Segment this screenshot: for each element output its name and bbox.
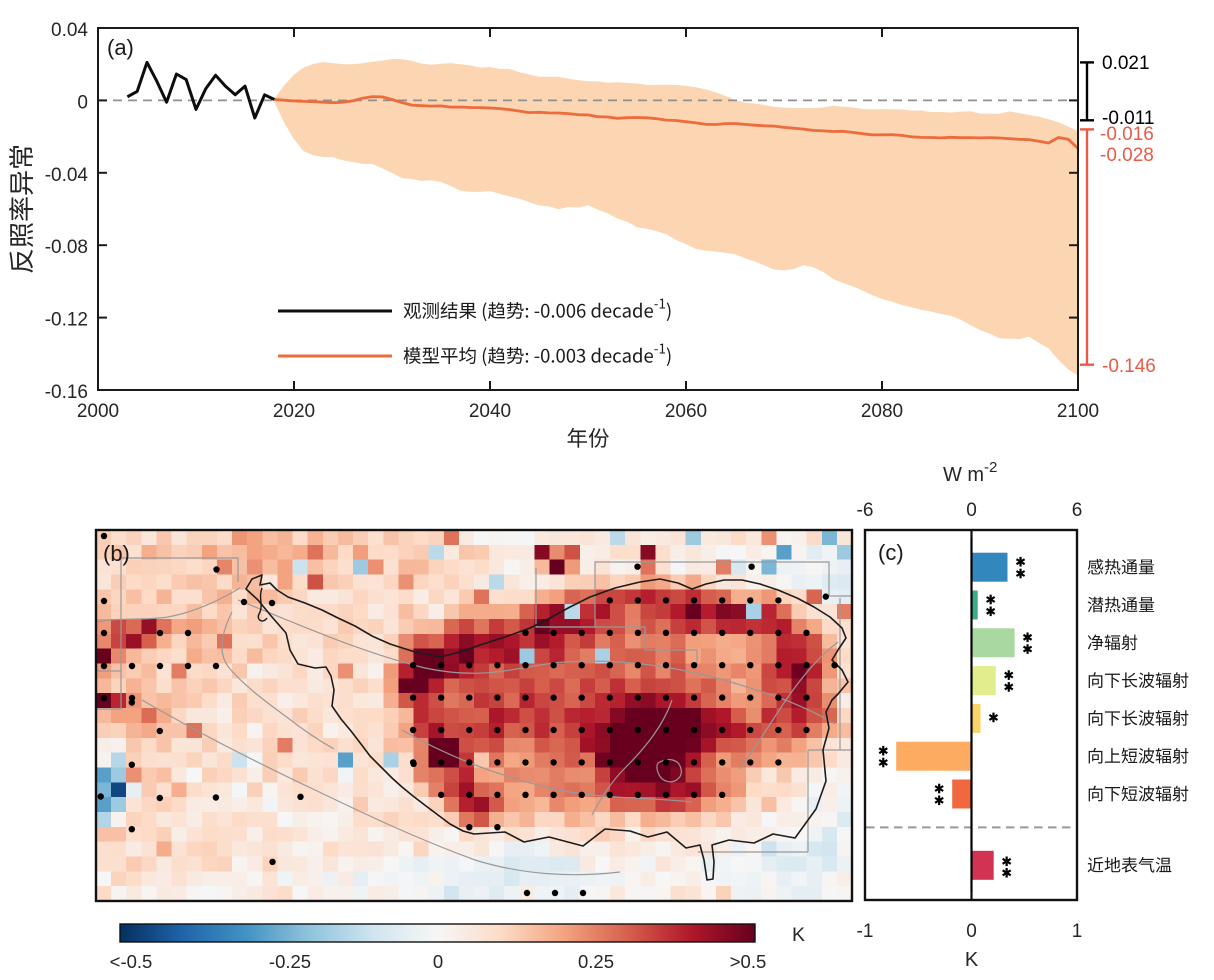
- svg-text:0: 0: [433, 951, 443, 972]
- svg-text:0: 0: [966, 921, 977, 942]
- svg-text:1: 1: [1072, 921, 1083, 942]
- svg-text:-0.08: -0.08: [45, 237, 88, 258]
- svg-text:2100: 2100: [1057, 401, 1099, 422]
- svg-text:(c): (c): [878, 540, 904, 565]
- svg-text:-0.04: -0.04: [45, 165, 89, 186]
- svg-text:-0.16: -0.16: [45, 382, 88, 403]
- svg-text:(b): (b): [103, 541, 130, 566]
- svg-text:0.04: 0.04: [51, 20, 88, 41]
- svg-text:0.021: 0.021: [1102, 53, 1150, 74]
- svg-text:K: K: [792, 924, 805, 946]
- svg-text:-1: -1: [857, 921, 874, 942]
- svg-text:(a): (a): [107, 35, 134, 60]
- svg-text:-0.016: -0.016: [1100, 124, 1154, 145]
- svg-text:2000: 2000: [77, 401, 119, 422]
- svg-text:-2: -2: [984, 459, 997, 476]
- svg-text:2040: 2040: [469, 401, 511, 422]
- svg-text:-6: -6: [857, 500, 874, 521]
- svg-text:>0.5: >0.5: [730, 951, 767, 972]
- svg-text:<-0.5: <-0.5: [110, 951, 153, 972]
- svg-text:-0.028: -0.028: [1100, 145, 1154, 166]
- svg-text:2060: 2060: [665, 401, 707, 422]
- svg-text:2080: 2080: [861, 401, 903, 422]
- svg-text:6: 6: [1072, 500, 1083, 521]
- svg-text:-0.12: -0.12: [45, 310, 88, 331]
- svg-text:2020: 2020: [273, 401, 315, 422]
- svg-text:0: 0: [966, 500, 977, 521]
- svg-text:0.25: 0.25: [578, 951, 614, 972]
- svg-text:0: 0: [77, 92, 88, 113]
- svg-text:-0.25: -0.25: [269, 951, 311, 972]
- svg-text:-0.011: -0.011: [1102, 108, 1154, 129]
- svg-text:-0.146: -0.146: [1102, 356, 1156, 377]
- svg-text:K: K: [965, 949, 979, 971]
- svg-text:W m: W m: [943, 464, 984, 486]
